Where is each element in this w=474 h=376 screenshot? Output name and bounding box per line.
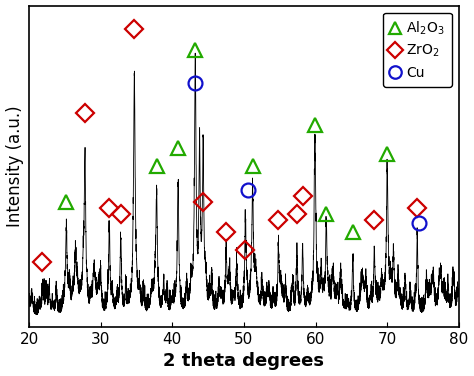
- Y-axis label: Intensity (a.u.): Intensity (a.u.): [6, 106, 24, 227]
- X-axis label: 2 theta degrees: 2 theta degrees: [164, 352, 325, 370]
- Legend: Al$_2$O$_3$, ZrO$_2$, Cu: Al$_2$O$_3$, ZrO$_2$, Cu: [383, 12, 452, 87]
